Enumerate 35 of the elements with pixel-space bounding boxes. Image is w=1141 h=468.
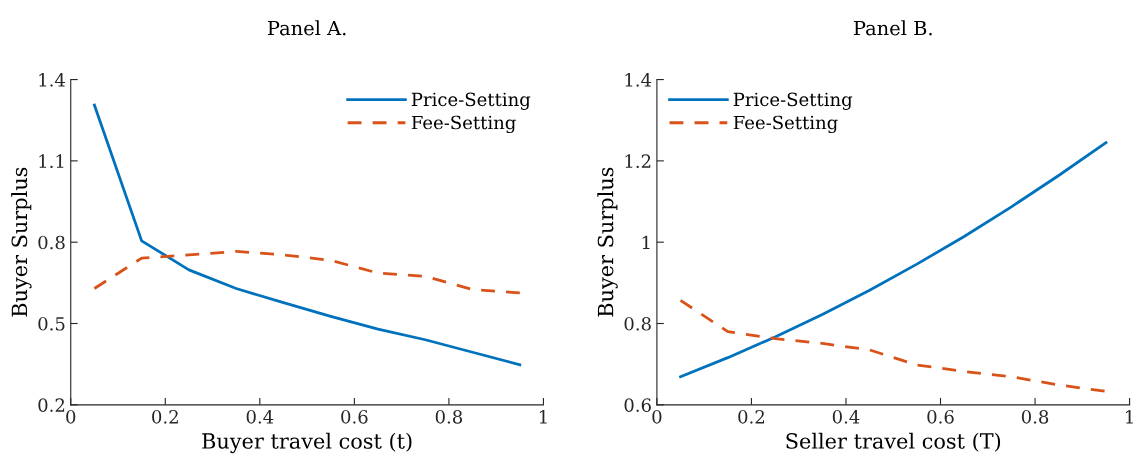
x-tick-label: 0.8 <box>1021 410 1049 424</box>
x-tick-label: 0 <box>66 410 76 424</box>
legend-label: Price-Setting <box>733 92 853 110</box>
y-tick-label: 1 <box>642 235 650 250</box>
y-axis-title: Buyer Surplus <box>597 167 618 317</box>
y-tick-label: 1.4 <box>39 73 65 87</box>
chart-title: Panel B. <box>853 20 932 36</box>
y-tick-label: 1.2 <box>625 154 651 168</box>
x-tick-label: 0.8 <box>435 410 463 424</box>
x-tick-label: 0 <box>652 410 662 424</box>
x-axis-title: Buyer travel cost (t) <box>202 432 412 454</box>
y-tick-label: 0.8 <box>38 235 65 250</box>
y-axis-title: Buyer Surplus <box>11 167 32 317</box>
line-series <box>679 298 1108 393</box>
line-series <box>92 250 522 295</box>
x-tick-label: 0.2 <box>738 410 765 424</box>
x-tick-label: 0.2 <box>152 410 178 424</box>
x-tick-label: 0.6 <box>341 410 368 424</box>
x-tick-label: 1 <box>1126 410 1133 424</box>
x-tick-label: 0.4 <box>246 410 274 424</box>
y-tick-label: 0.8 <box>624 316 651 331</box>
x-tick-label: 0.4 <box>832 410 860 424</box>
y-tick-label: 1.4 <box>625 73 652 87</box>
y-tick-label: 1.1 <box>39 154 64 168</box>
legend-label: Fee-Setting <box>411 115 516 134</box>
legend-label: Price-Setting <box>411 92 531 110</box>
x-tick-label: 0.6 <box>927 410 954 424</box>
chart-title: Panel A. <box>267 20 346 36</box>
legend-label: Fee-Setting <box>733 115 838 134</box>
x-axis-title: Seller travel cost (T) <box>786 432 1001 452</box>
line-series <box>679 141 1108 379</box>
y-tick-label: 0.5 <box>38 316 65 331</box>
y-tick-label: 0.6 <box>624 398 651 412</box>
x-tick-label: 1 <box>539 410 547 424</box>
y-tick-label: 0.2 <box>38 398 65 412</box>
